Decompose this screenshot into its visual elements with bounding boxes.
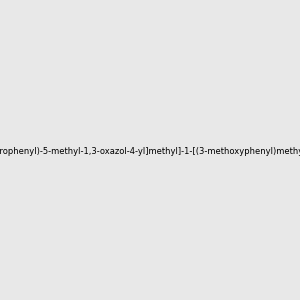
Text: 4-[[2-(2,4-Difluorophenyl)-5-methyl-1,3-oxazol-4-yl]methyl]-1-[(3-methoxyphenyl): 4-[[2-(2,4-Difluorophenyl)-5-methyl-1,3-… (0, 147, 300, 156)
